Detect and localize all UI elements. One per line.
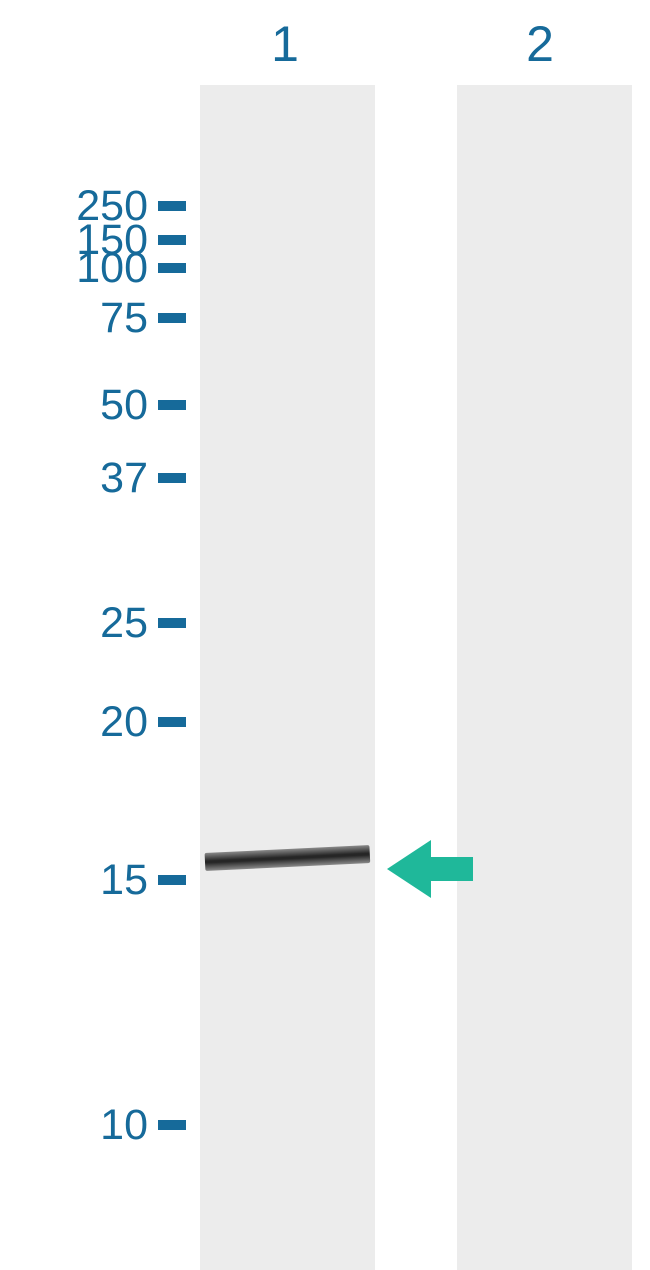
marker-label-20: 20 [100,701,148,744]
lane-2-header: 2 [500,15,580,73]
marker-tick-20 [158,717,186,727]
marker-label-37: 37 [100,457,148,500]
lane-1-header-text: 1 [271,16,299,72]
marker-label-15: 15 [100,859,148,902]
arrow-shaft [431,857,473,881]
lane-1 [200,85,375,1270]
lane-2 [457,85,632,1270]
band-arrow [387,840,473,898]
arrow-head-icon [387,840,431,898]
marker-label-75: 75 [100,297,148,340]
lane-2-header-text: 2 [526,16,554,72]
marker-tick-100 [158,263,186,273]
lane-1-header: 1 [245,15,325,73]
marker-tick-75 [158,313,186,323]
marker-label-10: 10 [100,1104,148,1147]
marker-tick-250 [158,201,186,211]
marker-tick-15 [158,875,186,885]
marker-label-100: 100 [76,247,148,290]
marker-tick-10 [158,1120,186,1130]
blot-canvas: 1 2 25015010075503725201510 [0,0,650,1270]
marker-tick-150 [158,235,186,245]
marker-tick-37 [158,473,186,483]
marker-label-25: 25 [100,602,148,645]
marker-label-50: 50 [100,384,148,427]
marker-tick-25 [158,618,186,628]
marker-tick-50 [158,400,186,410]
